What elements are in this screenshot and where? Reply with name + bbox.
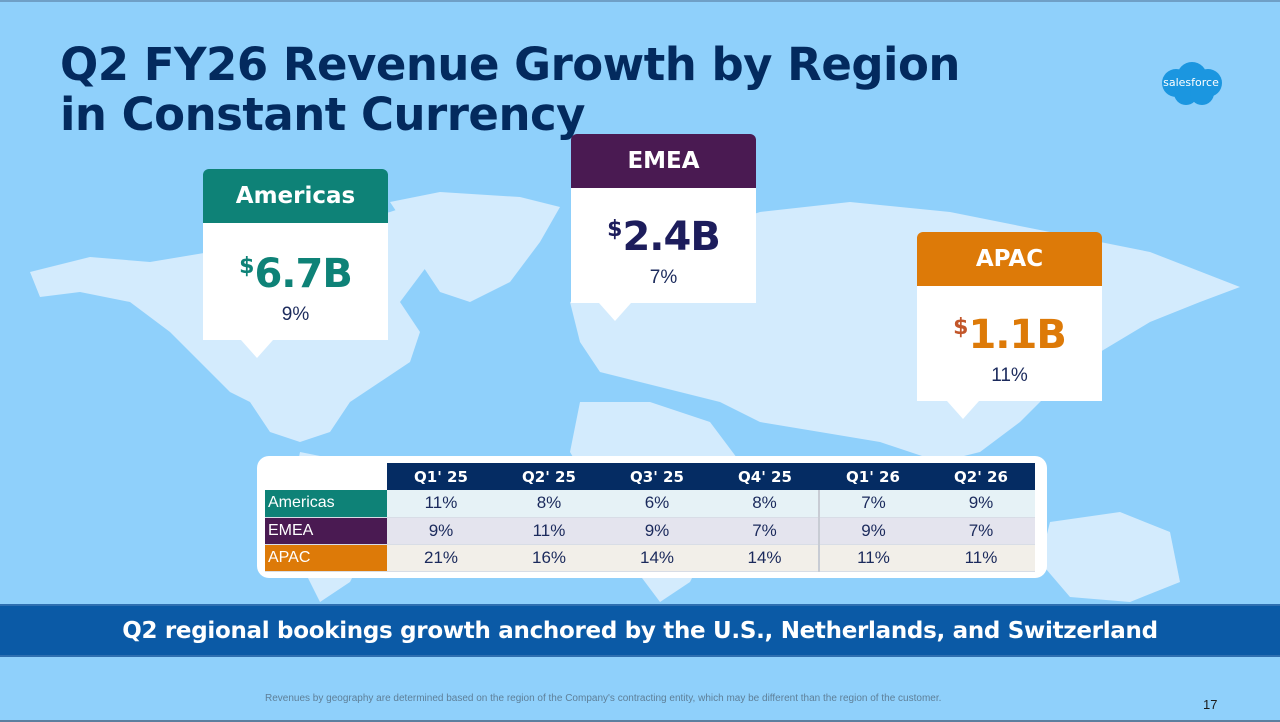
table-row: Americas 11% 8% 6% 8% 7% 9% xyxy=(265,490,1035,518)
column-header: Q1' 25 xyxy=(387,463,495,490)
table-corner-cell xyxy=(265,463,387,490)
table-cell: 11% xyxy=(495,517,603,545)
column-header: Q2' 26 xyxy=(927,463,1035,490)
column-header: Q4' 25 xyxy=(711,463,819,490)
callout-amount: $2.4B xyxy=(571,206,756,261)
table-header-row: Q1' 25 Q2' 25 Q3' 25 Q4' 25 Q1' 26 Q2' 2… xyxy=(265,463,1035,490)
amount-value: 6.7B xyxy=(254,251,352,297)
table-cell: 11% xyxy=(927,544,1035,572)
table-cell: 8% xyxy=(711,490,819,518)
table-cell: 9% xyxy=(603,517,711,545)
callout-americas: Americas $6.7B 9% xyxy=(203,169,388,358)
table-cell: 7% xyxy=(927,517,1035,545)
callout-region-label: APAC xyxy=(917,232,1102,286)
greenland-landmass xyxy=(390,192,560,302)
table-cell: 8% xyxy=(495,490,603,518)
footnote: Revenues by geography are determined bas… xyxy=(265,693,942,704)
row-label: Americas xyxy=(265,490,387,518)
callout-emea: EMEA $2.4B 7% xyxy=(571,134,756,321)
callout-amount: $1.1B xyxy=(917,304,1102,359)
table-cell: 21% xyxy=(387,544,495,572)
table-cell: 9% xyxy=(818,517,927,545)
logo-text: salesforce xyxy=(1163,76,1219,89)
table-cell: 11% xyxy=(387,490,495,518)
column-header: Q1' 26 xyxy=(819,463,927,490)
amount-value: 1.1B xyxy=(968,312,1066,358)
row-label: EMEA xyxy=(265,517,387,545)
callout-apac: APAC $1.1B 11% xyxy=(917,232,1102,419)
table-cell: 9% xyxy=(927,490,1035,518)
currency-symbol: $ xyxy=(607,217,622,242)
australia-landmass xyxy=(1040,512,1180,602)
callout-growth: 11% xyxy=(991,365,1028,386)
growth-table-card: Q1' 25 Q2' 25 Q3' 25 Q4' 25 Q1' 26 Q2' 2… xyxy=(257,456,1047,578)
column-header: Q2' 25 xyxy=(495,463,603,490)
row-label: APAC xyxy=(265,544,387,572)
salesforce-logo-icon xyxy=(1162,62,1222,105)
growth-table: Q1' 25 Q2' 25 Q3' 25 Q4' 25 Q1' 26 Q2' 2… xyxy=(265,463,1035,572)
takeaway-banner: Q2 regional bookings growth anchored by … xyxy=(0,604,1280,657)
slide-title: Q2 FY26 Revenue Growth by Region in Cons… xyxy=(60,38,960,141)
table-cell: 9% xyxy=(387,517,495,545)
table-row: APAC 21% 16% 14% 14% 11% 11% xyxy=(265,544,1035,572)
currency-symbol: $ xyxy=(239,254,254,279)
table-cell: 7% xyxy=(711,517,819,545)
table-cell: 14% xyxy=(603,544,711,572)
currency-symbol: $ xyxy=(953,315,968,340)
table-cell: 7% xyxy=(818,490,927,518)
amount-value: 2.4B xyxy=(622,214,720,260)
callout-amount: $6.7B xyxy=(203,243,388,298)
callout-growth: 7% xyxy=(649,267,678,288)
callout-region-label: Americas xyxy=(203,169,388,223)
table-cell: 6% xyxy=(603,490,711,518)
table-row: EMEA 9% 11% 9% 7% 9% 7% xyxy=(265,517,1035,545)
callout-growth: 9% xyxy=(281,304,310,325)
callout-region-label: EMEA xyxy=(571,134,756,188)
table-cell: 11% xyxy=(818,544,927,572)
page-number: 17 xyxy=(1203,697,1218,712)
column-header: Q3' 25 xyxy=(603,463,711,490)
table-cell: 14% xyxy=(711,544,819,572)
table-cell: 16% xyxy=(495,544,603,572)
